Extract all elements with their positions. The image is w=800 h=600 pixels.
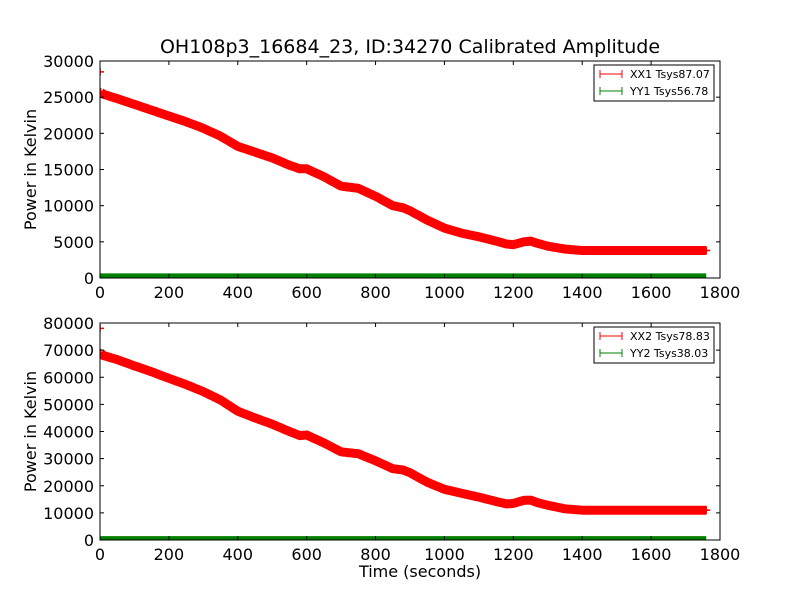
y-tick-label: 30000 xyxy=(43,450,94,469)
x-tick-label: 1200 xyxy=(493,545,534,564)
x-axis-label: Time (seconds) xyxy=(358,562,481,581)
y-tick-label: 10000 xyxy=(43,197,94,216)
legend-marker xyxy=(599,70,623,78)
series-line xyxy=(100,88,709,255)
data-point xyxy=(100,324,104,333)
x-tick-label: 0 xyxy=(95,283,105,302)
x-tick-label: 1800 xyxy=(700,283,741,302)
legend-label: XX1 Tsys87.07 xyxy=(630,68,710,81)
y-axis-label: Power in Kelvin xyxy=(21,371,40,492)
y-tick-label: 5000 xyxy=(53,233,94,252)
y-axis-label: Power in Kelvin xyxy=(21,109,40,230)
legend-marker xyxy=(599,349,623,357)
x-tick-label: 1600 xyxy=(631,545,672,564)
legend: XX2 Tsys78.83 YY2 Tsys38.03 xyxy=(593,326,715,364)
legend-marker xyxy=(599,87,623,95)
x-tick-label: 400 xyxy=(223,283,254,302)
figure-title: OH108p3_16684_23, ID:34270 Calibrated Am… xyxy=(160,36,660,58)
y-tick-label: 60000 xyxy=(43,368,94,387)
bottom-panel: 0 200 400 600 800 1000 1200 1400 1600 1800 0 10000 2… xyxy=(21,314,740,581)
x-tick-label: 1600 xyxy=(631,283,672,302)
x-tick-label: 400 xyxy=(223,545,254,564)
x-tick-label: 0 xyxy=(95,545,105,564)
x-tick-label: 800 xyxy=(360,283,391,302)
y-tick-label: 15000 xyxy=(43,161,94,180)
legend: XX1 Tsys87.07 YY1 Tsys56.78 xyxy=(593,64,715,102)
data-point xyxy=(702,506,711,515)
x-tick-label: 600 xyxy=(291,283,322,302)
y-tick-label: 0 xyxy=(84,269,94,288)
x-tick-label: 1000 xyxy=(424,545,465,564)
legend-label: XX2 Tsys78.83 xyxy=(630,330,710,343)
y-tick-label: 70000 xyxy=(43,341,94,360)
legend-box xyxy=(593,326,715,364)
y-tick-label: 30000 xyxy=(43,52,94,71)
legend-label: YY2 Tsys38.03 xyxy=(629,347,708,360)
plot-area xyxy=(100,324,711,540)
y-tick-label: 0 xyxy=(84,531,94,550)
data-point xyxy=(702,246,711,255)
data-point xyxy=(100,67,104,76)
plot-area xyxy=(100,67,711,278)
x-tick-label: 1000 xyxy=(424,283,465,302)
x-tick-label: 800 xyxy=(360,545,391,564)
y-tick-label: 50000 xyxy=(43,395,94,414)
y-tick-label: 25000 xyxy=(43,88,94,107)
y-tick-label: 20000 xyxy=(43,477,94,496)
x-tick-label: 1200 xyxy=(493,283,534,302)
x-tick-label: 1400 xyxy=(562,545,603,564)
x-tick-label: 200 xyxy=(154,283,185,302)
legend-marker xyxy=(599,332,623,340)
series-line xyxy=(100,349,709,515)
x-tick-label: 1800 xyxy=(700,545,741,564)
y-tick-label: 40000 xyxy=(43,423,94,442)
series-1 xyxy=(100,67,711,255)
top-panel: 0 200 400 600 800 1000 1200 1400 1600 1800 0 5000 10… xyxy=(21,52,740,302)
x-tick-label: 1400 xyxy=(562,283,603,302)
series-1 xyxy=(100,324,711,515)
y-tick-label: 10000 xyxy=(43,504,94,523)
x-tick-label: 600 xyxy=(291,545,322,564)
y-tick-label: 20000 xyxy=(43,124,94,143)
legend-box xyxy=(593,64,715,102)
legend-label: YY1 Tsys56.78 xyxy=(629,85,708,98)
y-tick-label: 80000 xyxy=(43,314,94,333)
x-tick-label: 200 xyxy=(154,545,185,564)
